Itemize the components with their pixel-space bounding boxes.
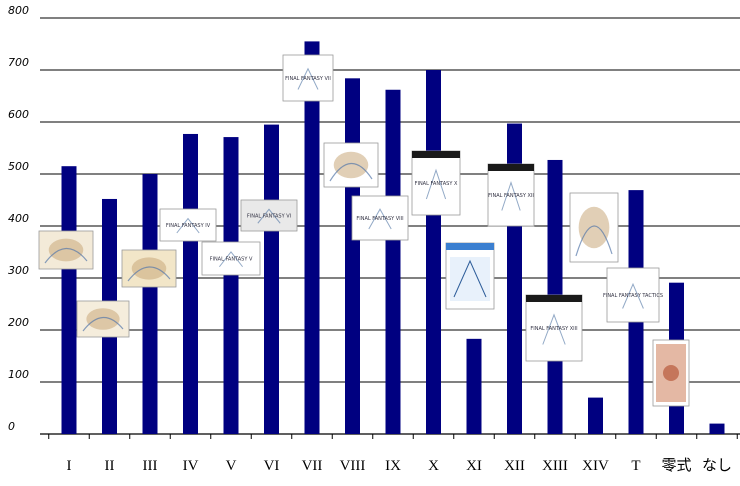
y-tick-label: 300	[8, 264, 29, 277]
bar	[345, 78, 360, 434]
y-tick-label: 100	[8, 368, 29, 381]
y-axis-ticks: 0 100 200 300 400 500 600 700 800	[8, 4, 29, 433]
cover-title: FINAL FANTASY X	[415, 181, 458, 187]
x-tick-label: IX	[385, 458, 401, 474]
cover-title: FINAL FANTASY XII	[488, 193, 534, 199]
bar	[61, 166, 77, 434]
x-tick-label: II	[105, 458, 115, 474]
bar	[466, 338, 482, 434]
game-cover-image: FINAL FANTASY VII	[282, 54, 334, 102]
x-tick-label: III	[143, 458, 158, 474]
game-cover-image	[121, 249, 177, 288]
y-tick-label: 800	[8, 4, 29, 17]
x-tick-label: I	[67, 458, 72, 474]
game-cover-image: FINAL FANTASY VIII	[351, 195, 409, 241]
y-tick-label: 0	[8, 420, 15, 433]
x-tick-label: IV	[183, 458, 199, 474]
x-tick-label: なし	[702, 457, 732, 474]
y-tick-label: 600	[8, 108, 29, 121]
game-cover-image	[76, 300, 130, 338]
cover-title: FINAL FANTASY VIII	[356, 216, 403, 222]
bar	[142, 174, 158, 434]
game-cover-image: FINAL FANTASY V	[201, 241, 261, 276]
x-tick-label: VII	[302, 458, 323, 474]
game-covers: FINAL FANTASY IV FINAL FANTASY V FINAL FAN…	[38, 54, 690, 407]
x-axis-ticks: I II III IV V VI VII VIII IX X XI XII XIII XIV T 零式 なし	[48, 434, 738, 474]
bar	[304, 41, 320, 435]
x-tick-label: VIII	[340, 458, 366, 474]
cover-title: FINAL FANTASY IV	[166, 223, 211, 229]
bar	[426, 70, 441, 434]
bar	[264, 124, 279, 434]
x-tick-label: VI	[264, 458, 280, 474]
x-tick-label: 零式	[661, 457, 691, 474]
game-cover-image: FINAL FANTASY TACTICS	[603, 267, 663, 323]
game-cover-image	[652, 339, 690, 407]
game-cover-image	[445, 242, 495, 310]
cover-title: FINAL FANTASY V	[210, 257, 253, 263]
game-cover-image: FINAL FANTASY XIII	[525, 294, 583, 362]
y-tick-label: 500	[8, 160, 29, 173]
x-tick-label: X	[428, 458, 439, 474]
y-tick-label: 200	[8, 316, 29, 329]
cover-title: FINAL FANTASY VI	[247, 214, 291, 220]
game-cover-image: FINAL FANTASY IV	[159, 208, 217, 242]
y-tick-label: 700	[8, 56, 29, 69]
game-cover-image: FINAL FANTASY XII	[487, 163, 535, 227]
game-cover-image	[38, 230, 94, 270]
bar	[588, 397, 603, 434]
x-tick-label: V	[226, 458, 237, 474]
cover-title: FINAL FANTASY VII	[285, 76, 331, 82]
bar	[385, 89, 401, 434]
x-tick-label: T	[631, 458, 640, 474]
x-tick-label: XIII	[542, 458, 568, 474]
game-cover-image: FINAL FANTASY X	[411, 150, 461, 216]
x-tick-label: XIV	[582, 458, 609, 474]
bar	[223, 137, 239, 434]
cover-title: FINAL FANTASY XIII	[530, 326, 577, 332]
bar	[709, 423, 725, 434]
game-cover-image	[569, 192, 619, 263]
game-cover-image	[323, 142, 379, 188]
bar	[183, 133, 198, 434]
x-tick-label: XII	[504, 458, 525, 474]
x-tick-label: XI	[466, 458, 482, 474]
game-cover-image: FINAL FANTASY VI	[240, 199, 298, 232]
y-tick-label: 400	[8, 212, 29, 225]
cover-title: FINAL FANTASY TACTICS	[603, 293, 663, 299]
